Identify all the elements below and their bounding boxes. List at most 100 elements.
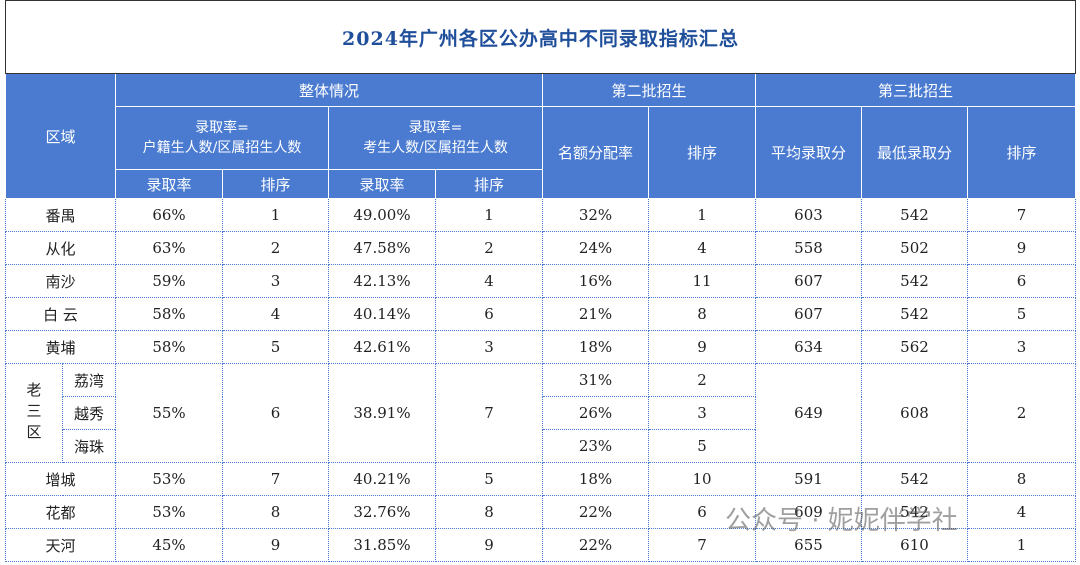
cell: 655: [755, 528, 862, 562]
cell: 22%: [542, 495, 649, 529]
header-line: 考生人数/区属招生人数: [363, 140, 508, 156]
cell: 607: [755, 264, 862, 298]
cell: 40.21%: [328, 462, 436, 496]
cell: 3: [435, 330, 543, 364]
district-cell: 海珠: [62, 429, 116, 463]
district-cell: 越秀: [62, 396, 116, 430]
district-cell: 荔湾: [62, 363, 116, 397]
header: 名额分配率: [542, 106, 649, 199]
cell: 53%: [115, 462, 223, 496]
cell: 7: [648, 528, 756, 562]
cell: 558: [755, 231, 862, 265]
cell: 9: [967, 231, 1076, 265]
cell: 55%: [115, 363, 223, 463]
cell: 32%: [542, 198, 649, 232]
header-line: 录取率=: [195, 120, 249, 136]
watermark: 公众号 · 妮妮伴学社: [725, 506, 958, 536]
cell: 7: [222, 462, 329, 496]
table-row: 花都 53% 8 32.76% 8 22% 6 609 542 4: [5, 495, 1076, 529]
table-row: 南沙 59% 3 42.13% 4 16% 11 607 542 6: [5, 264, 1076, 298]
region-cell: 从化: [5, 231, 116, 265]
cell: 42.13%: [328, 264, 436, 298]
cell: 40.14%: [328, 297, 436, 331]
cell: 53%: [115, 495, 223, 529]
region-cell: 增城: [5, 462, 116, 496]
region-cell: 番禺: [5, 198, 116, 232]
cell: 5: [967, 297, 1076, 331]
table-row: 老三区 荔湾 55% 6 38.91% 7 31% 2 649 608 2: [5, 363, 1076, 463]
table-body: 番禺 66% 1 49.00% 1 32% 1 603 542 7 从化 63% 2 47.58% 2 24%…: [5, 198, 1076, 562]
cell: 31.85%: [328, 528, 436, 562]
cell: 11: [648, 264, 756, 298]
header: 录取率: [115, 169, 223, 199]
cell: 38.91%: [328, 363, 436, 463]
header-line: 户籍生人数/区属招生人数: [142, 140, 302, 156]
cell: 8: [648, 297, 756, 331]
cell: 591: [755, 462, 862, 496]
header: 排序: [967, 106, 1076, 199]
header: 录取率= 户籍生人数/区属招生人数: [115, 106, 329, 170]
table-row: 天河 45% 9 31.85% 9 22% 7 655 610 1: [5, 528, 1076, 562]
cell: 8: [435, 495, 543, 529]
cell: 4: [967, 495, 1076, 529]
cell: 4: [222, 297, 329, 331]
cell: 2: [648, 363, 756, 397]
cell: 542: [861, 495, 968, 529]
cell: 9: [222, 528, 329, 562]
table-row: 番禺 66% 1 49.00% 1 32% 1 603 542 7: [5, 198, 1076, 232]
cell: 32.76%: [328, 495, 436, 529]
cell: 2: [967, 363, 1076, 463]
cell: 24%: [542, 231, 649, 265]
cell: 542: [861, 198, 968, 232]
header: 排序: [222, 169, 329, 199]
cell: 58%: [115, 297, 223, 331]
table-row: 黄埔 58% 5 42.61% 3 18% 9 634 562 3: [5, 330, 1076, 364]
cell: 22%: [542, 528, 649, 562]
header-line: 录取率=: [408, 120, 463, 136]
cell: 7: [435, 363, 543, 463]
cell: 542: [861, 297, 968, 331]
region-cell: 花都: [5, 495, 116, 529]
cell: 42.61%: [328, 330, 436, 364]
cell: 562: [861, 330, 968, 364]
header: 第三批招生: [755, 73, 1076, 107]
cell: 4: [435, 264, 543, 298]
table-row: 增城 53% 7 40.21% 5 18% 10 591 542 8: [5, 462, 1076, 496]
cell: 2: [222, 231, 329, 265]
cell: 8: [967, 462, 1076, 496]
cell: 6: [222, 363, 329, 463]
cell: 31%: [542, 363, 649, 397]
cell: 9: [648, 330, 756, 364]
cell: 23%: [542, 429, 649, 463]
region-cell: 天河: [5, 528, 116, 562]
cell: 63%: [115, 231, 223, 265]
cell: 9: [435, 528, 543, 562]
cell: 502: [861, 231, 968, 265]
header: 录取率= 考生人数/区属招生人数: [328, 106, 543, 170]
cell: 542: [861, 462, 968, 496]
header: 第二批招生: [542, 73, 756, 107]
table-row: 白 云 58% 4 40.14% 6 21% 8 607 542 5: [5, 297, 1076, 331]
cell: 6: [967, 264, 1076, 298]
summary-table: 2024年广州各区公办高中不同录取指标汇总 区域 整体情况 第二批招生 第三批招…: [5, 0, 1076, 562]
cell: 5: [648, 429, 756, 463]
cell: 7: [967, 198, 1076, 232]
cell: 21%: [542, 297, 649, 331]
cell: 18%: [542, 462, 649, 496]
header: 平均录取分: [755, 106, 862, 199]
cell: 1: [967, 528, 1076, 562]
cell: 634: [755, 330, 862, 364]
cell: 8: [222, 495, 329, 529]
cell: 49.00%: [328, 198, 436, 232]
cell: 1: [648, 198, 756, 232]
table-row: 越秀 26% 3: [6, 396, 1076, 430]
cell: 3: [222, 264, 329, 298]
header: 最低录取分: [861, 106, 968, 199]
cell: 45%: [115, 528, 223, 562]
header: 整体情况: [115, 73, 543, 107]
cell: 2: [435, 231, 543, 265]
header: 排序: [648, 106, 756, 199]
region-cell: 白 云: [5, 297, 116, 331]
cell: 1: [435, 198, 543, 232]
